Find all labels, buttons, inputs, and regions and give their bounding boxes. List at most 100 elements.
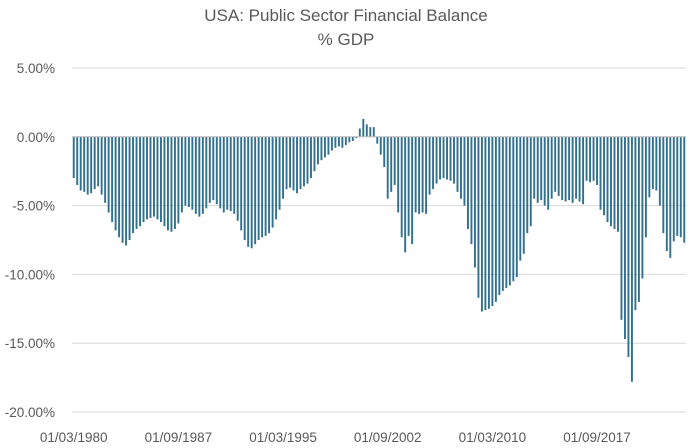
bar (268, 136, 271, 234)
bar (662, 136, 665, 234)
bar (676, 136, 679, 236)
chart-title: USA: Public Sector Financial Balance (204, 6, 488, 25)
bar (79, 136, 82, 191)
bar (327, 136, 330, 155)
bar (121, 136, 124, 243)
bar (323, 136, 326, 158)
bar (278, 136, 281, 210)
bar (592, 136, 595, 181)
bar (289, 136, 291, 188)
bar (610, 136, 612, 227)
bar (428, 136, 431, 195)
bar (393, 136, 396, 185)
bar (365, 124, 368, 137)
bar (421, 136, 424, 213)
bar (233, 136, 236, 214)
bar (316, 136, 319, 165)
bar (627, 136, 630, 357)
bar (107, 136, 110, 213)
bar (125, 136, 128, 246)
bar (498, 136, 501, 296)
bar (93, 136, 96, 190)
bar (665, 136, 668, 252)
bar (212, 136, 215, 201)
bar (547, 136, 550, 210)
bar (651, 136, 654, 190)
bar (173, 136, 176, 229)
bar (86, 136, 89, 195)
bar (334, 136, 337, 148)
bar (582, 136, 585, 205)
bar (411, 136, 414, 245)
bar (254, 136, 257, 245)
bar (473, 136, 476, 268)
bar (522, 136, 525, 254)
bar (470, 136, 473, 245)
bar (603, 136, 605, 216)
bar (637, 136, 640, 302)
bar (526, 136, 529, 234)
bar (599, 136, 602, 210)
bar (442, 136, 445, 179)
bar (229, 136, 232, 212)
bar (313, 136, 316, 172)
bar (275, 136, 278, 220)
bar (344, 136, 347, 146)
bar (111, 136, 114, 223)
bar (351, 136, 354, 141)
bar (467, 136, 469, 229)
bar (453, 136, 455, 184)
bar (205, 136, 208, 209)
bar (184, 136, 187, 206)
bar (170, 136, 173, 232)
bar (575, 136, 578, 199)
bar (180, 136, 183, 213)
bar (208, 136, 211, 203)
bar (201, 136, 204, 214)
bar (554, 136, 557, 192)
bar (330, 136, 333, 151)
bar (644, 136, 647, 238)
bar (460, 136, 462, 199)
bar (153, 136, 155, 217)
bar (379, 136, 382, 155)
bar (550, 136, 553, 199)
bar (529, 136, 532, 227)
bar (658, 136, 661, 206)
bar (540, 136, 543, 201)
bar (355, 136, 358, 139)
y-tick-label: -10.00% (5, 267, 55, 282)
bar (104, 136, 107, 203)
bar (310, 136, 312, 179)
y-tick-label: -5.00% (12, 199, 55, 214)
bar (449, 136, 452, 181)
bar (578, 136, 581, 202)
bar (132, 136, 135, 234)
bar (484, 136, 487, 311)
bar (240, 136, 243, 231)
bar (160, 136, 162, 223)
bar (561, 136, 564, 201)
bar (617, 136, 619, 232)
bar (414, 136, 417, 213)
bar (407, 136, 410, 236)
bar (299, 136, 302, 190)
bar (672, 136, 675, 242)
bar (536, 136, 539, 203)
bar (515, 136, 518, 278)
bar (226, 136, 229, 210)
bar (261, 136, 264, 238)
bar (683, 136, 686, 243)
bar (292, 136, 295, 191)
x-tick-label: 01/09/2017 (563, 430, 631, 445)
bar (679, 136, 682, 238)
bar (630, 136, 633, 382)
bar (400, 136, 403, 238)
x-tick-label: 01/03/1980 (40, 430, 108, 445)
bar (613, 136, 616, 229)
bar (257, 136, 260, 240)
bar (571, 136, 574, 203)
bar (596, 136, 598, 185)
x-tick-label: 01/09/1987 (145, 430, 213, 445)
